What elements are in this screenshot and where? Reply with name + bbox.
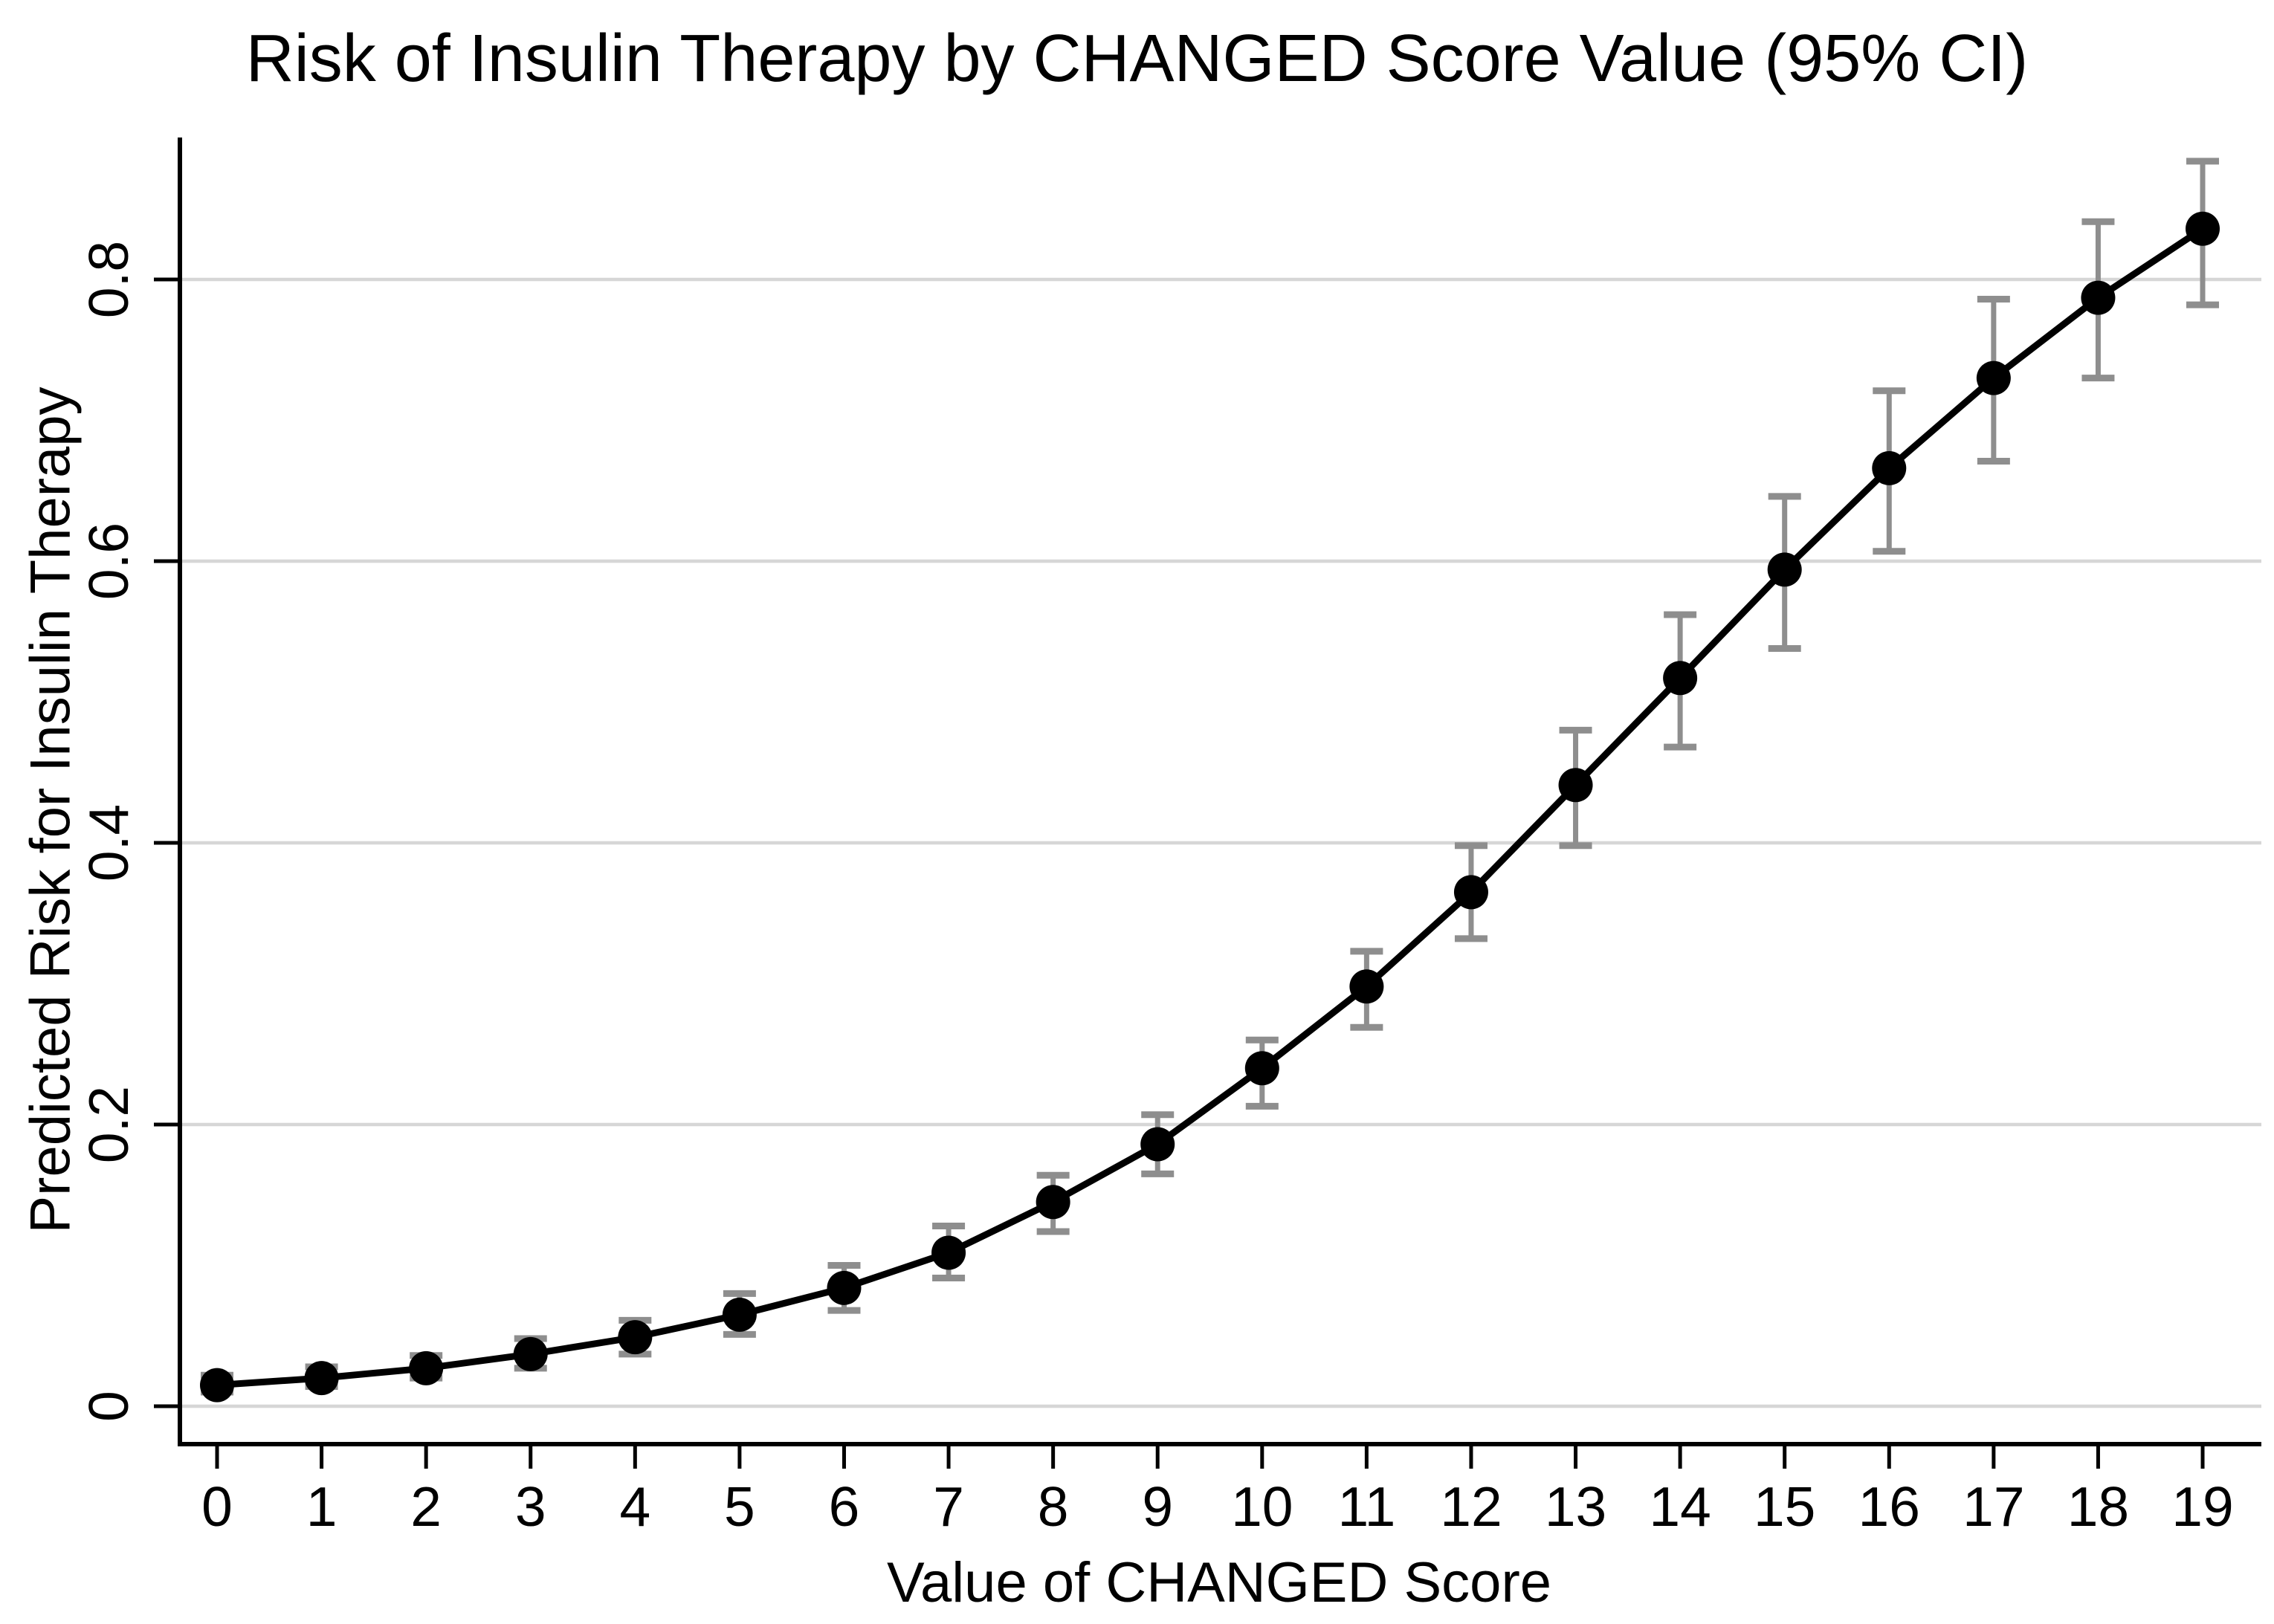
chart-title: Risk of Insulin Therapy by CHANGED Score…: [245, 22, 2029, 96]
data-point-marker: [1140, 1127, 1175, 1162]
x-tick-label: 13: [1545, 1475, 1606, 1538]
y-tick-label: 0.2: [77, 1086, 140, 1163]
data-point-marker: [618, 1320, 653, 1355]
data-point-marker: [1349, 969, 1384, 1004]
data-point-marker: [1767, 552, 1802, 587]
data-point-marker: [409, 1350, 444, 1385]
data-point-marker: [2186, 211, 2220, 246]
data-point-marker: [931, 1235, 966, 1270]
x-tick-label: 3: [515, 1475, 546, 1538]
data-point-marker: [200, 1368, 234, 1403]
data-point-marker: [2081, 280, 2116, 315]
y-tick-label: 0.6: [77, 523, 140, 600]
predicted-risk-line: [213, 225, 2206, 1389]
x-tick-label: 19: [2171, 1475, 2233, 1538]
x-axis-title: Value of CHANGED Score: [886, 1551, 1552, 1614]
data-point-marker: [1244, 1051, 1279, 1086]
x-tick-label: 7: [933, 1475, 964, 1538]
x-tick-label: 5: [724, 1475, 755, 1538]
x-tick-label: 18: [2067, 1475, 2129, 1538]
data-point-marker: [827, 1270, 862, 1305]
x-tick-label: 10: [1231, 1475, 1293, 1538]
x-tick-label: 1: [306, 1475, 337, 1538]
x-tick-label: 6: [829, 1475, 860, 1538]
x-tick-label: 17: [1963, 1475, 2024, 1538]
x-tick-label: 4: [619, 1475, 650, 1538]
x-tick-label: 2: [410, 1475, 442, 1538]
data-point-marker: [1453, 875, 1488, 910]
x-tick-label: 12: [1440, 1475, 1502, 1538]
x-tick-label: 14: [1649, 1475, 1711, 1538]
data-point-marker: [1663, 661, 1698, 696]
x-tick-label: 15: [1754, 1475, 1815, 1538]
x-tick-label: 9: [1142, 1475, 1173, 1538]
x-tick-label: 16: [1858, 1475, 1920, 1538]
data-point-marker: [1872, 450, 1907, 485]
y-tick-label: 0.8: [77, 241, 140, 318]
data-point-marker: [1036, 1185, 1070, 1220]
data-point-marker: [304, 1361, 339, 1396]
x-tick-label: 0: [201, 1475, 233, 1538]
data-point-marker: [1558, 768, 1593, 803]
x-tick-label: 8: [1038, 1475, 1069, 1538]
y-axis-title: Predicted Risk for Insulin Therapy: [19, 386, 83, 1234]
y-tick-label: 0: [77, 1391, 140, 1422]
data-point-marker: [513, 1336, 548, 1371]
x-tick-label: 11: [1337, 1475, 1395, 1538]
data-point-marker: [1976, 360, 2011, 395]
y-tick-label: 0.4: [77, 804, 140, 881]
data-point-marker: [722, 1297, 757, 1332]
